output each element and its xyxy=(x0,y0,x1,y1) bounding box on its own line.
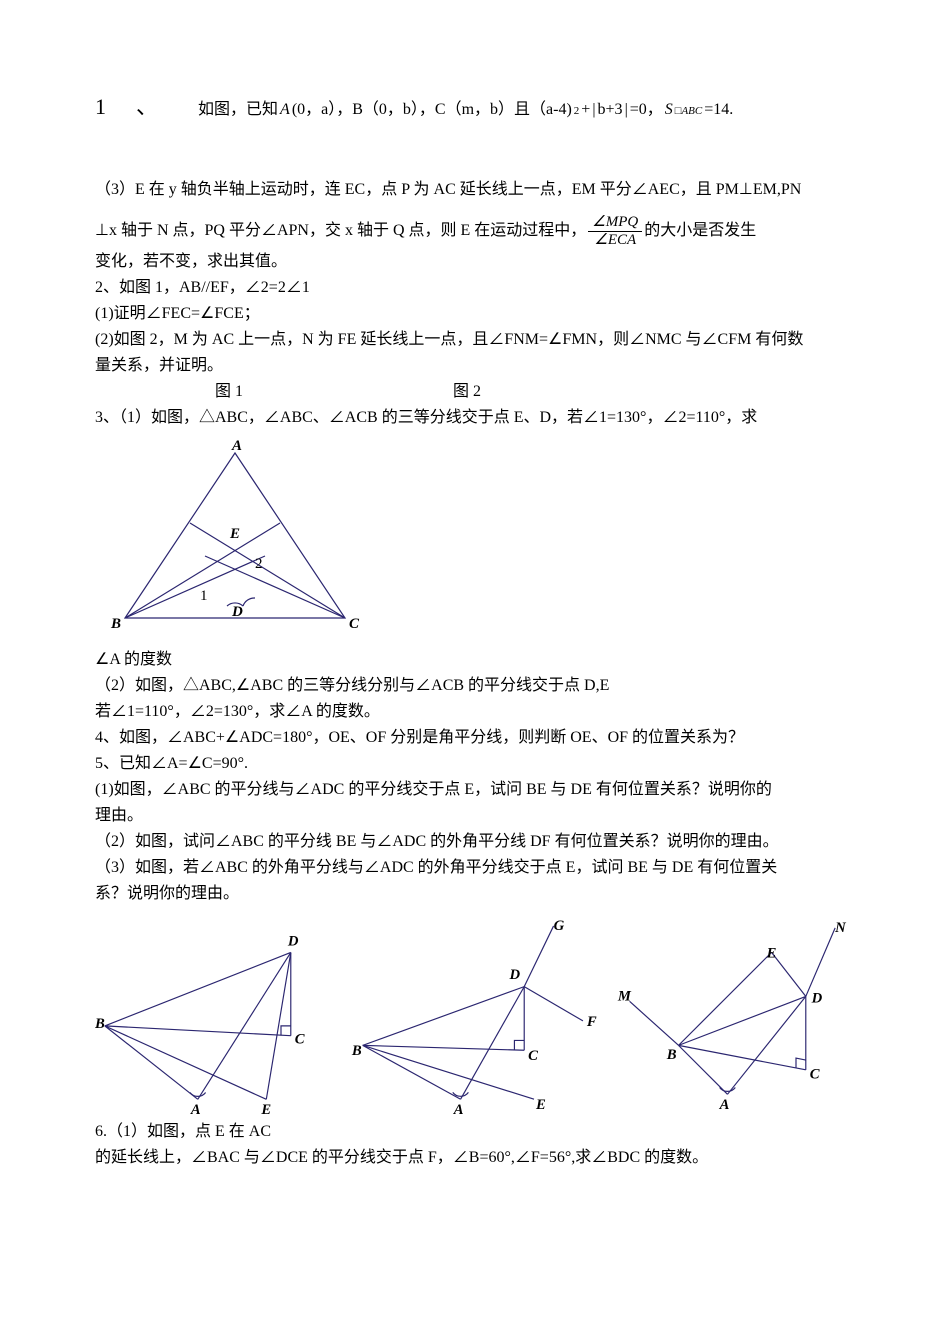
q5-line4: （2）如图，试问∠ABC 的平分线 BE 与∠ADC 的外角平分线 DF 有何位… xyxy=(95,830,855,854)
q1-fraction: ∠MPQ ∠ECA xyxy=(588,214,642,248)
q1-abs-body: b+3 xyxy=(598,98,623,122)
q5-line2: (1)如图，∠ABC 的平分线与∠ADC 的平分线交于点 E，试问 BE 与 D… xyxy=(95,778,855,802)
q5-f1-B: B xyxy=(95,1016,105,1032)
q4-line1: 4、如图，∠ABC+∠ADC=180°，OE、OF 分别是角平分线，则判断 OE… xyxy=(95,726,855,750)
q5-f2-G: G xyxy=(553,918,564,934)
q1-abs-open: | xyxy=(592,98,595,122)
q3-label-2: 2 xyxy=(255,556,263,572)
q3-line4: 若∠1=110°，∠2=130°，求∠A 的度数。 xyxy=(95,700,855,724)
q1-part3-line3: 变化，若不变，求出其值。 xyxy=(95,250,855,274)
q1-text-a: 如图，已知 xyxy=(198,98,278,122)
q3-label-D: D xyxy=(231,604,243,620)
q3-label-C: C xyxy=(349,616,360,632)
q2-line3: (2)如图 2，M 为 AC 上一点，N 为 FE 延长线上一点，且∠FNM=∠… xyxy=(95,328,855,352)
q3-line1: 3、（1）如图，△ABC，∠ABC、∠ACB 的三等分线交于点 E、D，若∠1=… xyxy=(95,406,855,430)
q3-label-A: A xyxy=(231,438,242,454)
q6-line1: 6.（1）如图，点 E 在 AC xyxy=(95,1120,855,1144)
q1-header: 1 、 如图，已知 A (0，a），B（0，b），C（m，b）且（a-4)2 +… xyxy=(95,90,855,150)
q1-line1: 如图，已知 A (0，a），B（0，b），C（m，b）且（a-4)2 + |b+… xyxy=(198,98,733,122)
q5-line1: 5、已知∠A=∠C=90°. xyxy=(95,752,855,776)
q5-figures-row: B C D A E B C D xyxy=(95,916,855,1116)
q2-caption1: 图 1 xyxy=(215,380,243,404)
q5-f3-E: E xyxy=(766,945,777,961)
q5-f2-A: A xyxy=(452,1102,463,1116)
q5-f1-C: C xyxy=(295,1032,305,1048)
q2-line4: 量关系，并证明。 xyxy=(95,354,855,378)
q2-line2: (1)证明∠FEC=∠FCE； xyxy=(95,302,855,326)
q1-plus: + xyxy=(581,98,590,122)
q5-f2-D: D xyxy=(508,967,520,983)
q1-frac-bot: ∠ECA xyxy=(590,232,640,249)
q5-f3-M: M xyxy=(617,988,632,1004)
q5-f1-A: A xyxy=(190,1102,201,1116)
q5-f3-D: D xyxy=(811,990,823,1006)
q1-S: S xyxy=(665,98,673,122)
q5-f3-C: C xyxy=(810,1067,820,1083)
q5-f1-E: E xyxy=(260,1102,271,1116)
q5-f3-N: N xyxy=(834,920,847,936)
q2-captions: 图 1 图 2 xyxy=(95,380,855,404)
q5-f2-C: C xyxy=(528,1048,538,1064)
q5-figure3: B C D A E M N xyxy=(610,916,855,1116)
q2-line1: 2、如图 1，AB//EF，∠2=2∠1 xyxy=(95,276,855,300)
q1-eq14: =14. xyxy=(704,98,733,122)
q3-label-1: 1 xyxy=(200,588,208,604)
q5-figure1: B C D A E xyxy=(95,926,340,1116)
q5-f3-A: A xyxy=(719,1097,730,1113)
q5-line3: 理由。 xyxy=(95,804,855,828)
q1-abs-close: | xyxy=(625,98,628,122)
q3-line3: （2）如图，△ABC,∠ABC 的三等分线分别与∠ACB 的平分线交于点 D,E xyxy=(95,674,855,698)
q1-part3-line2: ⊥x 轴于 N 点，PQ 平分∠APN，交 x 轴于 Q 点，则 E 在运动过程… xyxy=(95,214,855,248)
q3-line2: ∠A 的度数 xyxy=(95,648,855,672)
q1-eq0: =0， xyxy=(630,98,663,122)
q1-number: 1 xyxy=(95,90,106,123)
q1-part3b-a: ⊥x 轴于 N 点，PQ 平分∠APN，交 x 轴于 Q 点，则 E 在运动过程… xyxy=(95,219,586,243)
q1-part3-line1: （3）E 在 y 轴负半轴上运动时，连 EC，点 P 为 AC 延长线上一点，E… xyxy=(95,178,855,202)
q3-label-E: E xyxy=(229,526,240,542)
q1-frac-top: ∠MPQ xyxy=(588,214,642,232)
q5-line5: （3）如图，若∠ABC 的外角平分线与∠ADC 的外角平分线交于点 E，试问 B… xyxy=(95,856,855,880)
q5-f1-D: D xyxy=(287,934,299,950)
q5-f3-B: B xyxy=(666,1047,677,1063)
q3-label-B: B xyxy=(110,616,121,632)
q1-part3b-b: 的大小是否发生 xyxy=(644,219,756,243)
q1-comma: 、 xyxy=(136,90,158,123)
q2-caption2: 图 2 xyxy=(453,380,481,404)
q5-line6: 系？说明你的理由。 xyxy=(95,882,855,906)
q1-A: A xyxy=(280,98,290,122)
q6-line2: 的延长线上，∠BAC 与∠DCE 的平分线交于点 F，∠B=60°,∠F=56°… xyxy=(95,1146,855,1170)
q3-triangle-figure: A B C E D 1 2 xyxy=(105,438,365,638)
q5-figure2: B C D A E F G xyxy=(348,916,603,1116)
q5-f2-F: F xyxy=(586,1014,597,1030)
q1-p1: (0，a），B（0，b），C（m，b）且（a-4) xyxy=(292,98,572,122)
q5-f2-E: E xyxy=(535,1097,546,1113)
q5-f2-B: B xyxy=(351,1043,362,1059)
